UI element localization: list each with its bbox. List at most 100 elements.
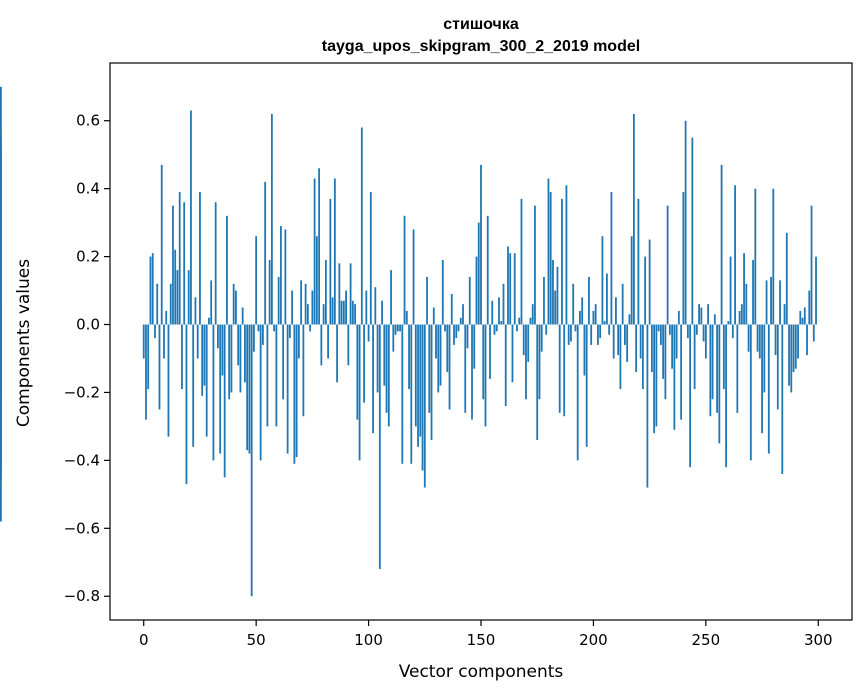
y-tick-label: −0.2 <box>64 383 100 401</box>
bar-29 <box>208 317 210 325</box>
bar-188 <box>565 185 568 325</box>
bar-198 <box>588 276 590 325</box>
bar-177 <box>540 324 543 352</box>
bar-272 <box>754 188 757 325</box>
bar-90 <box>345 290 347 325</box>
bar-261 <box>729 256 732 325</box>
bar-56 <box>268 259 271 325</box>
bar-69 <box>297 324 300 359</box>
bar-98 <box>363 324 365 403</box>
y-tick-label: 0.4 <box>76 180 100 198</box>
bar-147 <box>473 324 476 369</box>
bar-254 <box>713 314 716 325</box>
bar-108 <box>385 324 388 413</box>
bar-286 <box>785 232 788 325</box>
x-tick-label: 0 <box>139 631 149 649</box>
bar-267 <box>743 253 745 325</box>
bar-285 <box>783 304 786 325</box>
bar-99 <box>365 290 368 325</box>
bar-120 <box>412 229 415 325</box>
bar-15 <box>176 270 179 325</box>
bar-171 <box>527 324 530 362</box>
bar-226 <box>650 324 653 373</box>
bar-271 <box>752 259 754 325</box>
bar-245 <box>693 324 696 390</box>
bar-48 <box>250 324 253 597</box>
bar-132 <box>439 324 442 386</box>
bar-196 <box>583 324 586 376</box>
bar-284 <box>781 324 784 474</box>
bar-124 <box>421 324 424 471</box>
bar-247 <box>698 304 700 325</box>
bar-10 <box>165 310 168 325</box>
bar-195 <box>581 297 584 325</box>
bar-103 <box>374 287 377 325</box>
bar-70 <box>300 280 303 325</box>
bar-5 <box>154 324 156 339</box>
bar-231 <box>662 324 665 379</box>
bar-168 <box>520 198 523 325</box>
bar-50 <box>255 236 258 325</box>
bar-129 <box>432 307 435 325</box>
bar-58 <box>273 324 276 332</box>
bar-62 <box>282 324 285 400</box>
bar-66 <box>291 290 294 325</box>
bar-33 <box>217 324 219 349</box>
bar-217 <box>630 236 633 325</box>
bar-82 <box>327 324 329 359</box>
bar-11 <box>167 324 170 437</box>
bar-55 <box>266 324 269 427</box>
bar-36 <box>223 324 226 478</box>
bar-202 <box>597 324 599 345</box>
bar-12 <box>169 283 172 325</box>
bar-150 <box>480 164 482 325</box>
bar-210 <box>615 297 617 325</box>
bar-170 <box>525 324 527 400</box>
bar-157 <box>495 324 498 332</box>
y-axis: −0.8 −0.6 −0.4 −0.2 0.0 0.2 0.4 0.6 <box>64 112 110 605</box>
bar-207 <box>608 324 611 335</box>
bar-20 <box>187 270 190 325</box>
bar-227 <box>653 324 656 434</box>
bar-268 <box>745 283 748 325</box>
bar-141 <box>459 317 462 325</box>
bar-273 <box>756 324 759 352</box>
bar-27 <box>203 324 206 386</box>
bar-265 <box>738 310 741 325</box>
bar-151 <box>482 324 485 400</box>
bar-255 <box>716 324 718 413</box>
bar-100 <box>367 324 370 342</box>
bar-234 <box>668 324 671 335</box>
bar-6 <box>156 283 159 325</box>
bar-256 <box>718 324 721 444</box>
bar-219 <box>635 324 638 373</box>
bar-112 <box>394 324 397 335</box>
bar-32 <box>214 202 217 325</box>
bar-25 <box>199 192 201 325</box>
bar-40 <box>232 283 235 325</box>
bar-222 <box>641 324 644 390</box>
bar-189 <box>567 324 570 345</box>
bar-282 <box>776 324 779 410</box>
bar-194 <box>579 310 581 325</box>
bar-64 <box>286 324 289 454</box>
bar-78 <box>318 168 321 325</box>
bar-161 <box>504 324 507 407</box>
bar-45 <box>244 324 246 383</box>
bar-30 <box>210 280 213 325</box>
bar-0 <box>142 324 145 359</box>
bar-116 <box>403 215 406 325</box>
bar-182 <box>552 259 554 325</box>
bar-200 <box>592 310 595 325</box>
bar-63 <box>284 229 287 325</box>
bar-160 <box>502 283 505 325</box>
bar-185 <box>558 324 561 413</box>
bar-39 <box>230 324 233 393</box>
bar-248 <box>700 307 703 325</box>
y-tick-label: 0.0 <box>76 316 100 334</box>
bar-230 <box>659 324 662 345</box>
bar-221 <box>639 324 642 359</box>
bar-279 <box>770 276 772 325</box>
chart-subtitle: tayga_upos_skipgram_300_2_2019 model <box>322 38 640 55</box>
bar-38 <box>228 324 231 400</box>
